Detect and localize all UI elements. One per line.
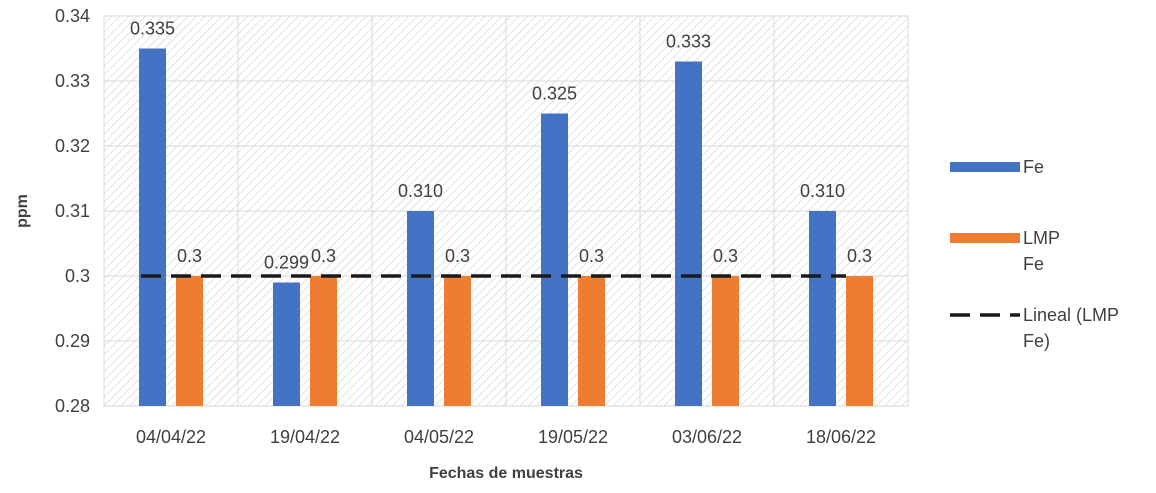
bar-fe <box>809 211 836 406</box>
gridlines <box>104 15 908 407</box>
y-tick-label: 0.3 <box>65 266 90 286</box>
legend-item-lmp-fe: LMP Fe <box>950 228 1060 274</box>
data-label-fe: 0.335 <box>130 19 175 39</box>
legend-item-fe: Fe <box>950 157 1044 177</box>
bar-lmp-fe <box>444 276 471 406</box>
x-tick-label: 04/04/22 <box>136 427 206 447</box>
legend-label: Fe <box>1023 157 1044 177</box>
data-label-lmp-fe: 0.3 <box>579 246 604 266</box>
data-label-fe: 0.333 <box>666 32 711 52</box>
legend: Fe LMP Fe Lineal (LMP Fe) <box>950 157 1119 351</box>
legend-label: Fe <box>1023 254 1044 274</box>
x-tick-label: 03/06/22 <box>672 427 742 447</box>
data-label-fe: 0.310 <box>800 181 845 201</box>
y-tick-label: 0.34 <box>55 6 90 26</box>
axis-ticks: 0.28 0.29 0.3 0.31 0.32 0.33 0.34 04/04/22 19/04… <box>55 6 876 447</box>
bar-fe <box>675 61 702 406</box>
data-label-lmp-fe: 0.3 <box>713 246 738 266</box>
data-label-fe: 0.325 <box>532 84 577 104</box>
y-tick-label: 0.31 <box>55 201 90 221</box>
data-label-lmp-fe: 0.3 <box>445 246 470 266</box>
bar-fe <box>407 211 434 406</box>
legend-swatch <box>950 162 1020 172</box>
y-axis-title: ppm <box>14 194 31 228</box>
data-label-fe: 0.299 <box>264 253 309 273</box>
bar-lmp-fe <box>176 276 203 406</box>
bar-lmp-fe <box>310 276 337 406</box>
legend-item-trendline: Lineal (LMP Fe) <box>950 305 1119 351</box>
bar-fe <box>541 113 568 406</box>
y-tick-label: 0.32 <box>55 136 90 156</box>
x-axis-title: Fechas de muestras <box>429 465 583 482</box>
y-tick-label: 0.33 <box>55 71 90 91</box>
y-tick-label: 0.28 <box>55 396 90 416</box>
y-tick-label: 0.29 <box>55 331 90 351</box>
bar-lmp-fe <box>712 276 739 406</box>
data-label-lmp-fe: 0.3 <box>847 246 872 266</box>
x-tick-label: 04/05/22 <box>404 427 474 447</box>
x-tick-label: 18/06/22 <box>806 427 876 447</box>
legend-label: Fe) <box>1023 331 1050 351</box>
x-tick-label: 19/04/22 <box>270 427 340 447</box>
data-label-lmp-fe: 0.3 <box>311 246 336 266</box>
bar-fe <box>139 48 166 406</box>
data-label-lmp-fe: 0.3 <box>177 246 202 266</box>
bar-lmp-fe <box>846 276 873 406</box>
x-tick-label: 19/05/22 <box>538 427 608 447</box>
legend-swatch <box>950 233 1020 243</box>
legend-label: LMP <box>1023 228 1060 248</box>
legend-label: Lineal (LMP <box>1023 305 1119 325</box>
bars <box>139 48 873 406</box>
data-label-fe: 0.310 <box>398 181 443 201</box>
bar-lmp-fe <box>578 276 605 406</box>
bar-fe <box>273 282 300 406</box>
